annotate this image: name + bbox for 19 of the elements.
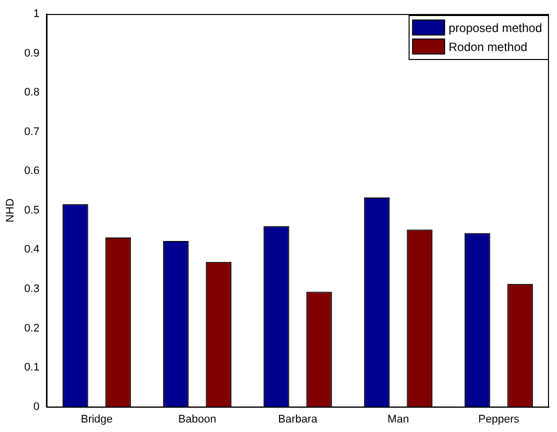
x-tick-label: Bridge bbox=[80, 413, 113, 426]
x-tick-label: Peppers bbox=[478, 413, 520, 426]
y-tick-label: 0.6 bbox=[24, 165, 40, 178]
y-tick-label: 0 bbox=[33, 400, 40, 413]
y-tick-label: 0.8 bbox=[24, 86, 40, 99]
y-tick-label: 0.4 bbox=[24, 244, 40, 256]
y-tick-label: 1 bbox=[33, 8, 40, 20]
x-tick-label: Barbara bbox=[278, 413, 318, 426]
legend-label: Rodon method bbox=[448, 40, 528, 54]
y-tick-label: 0.7 bbox=[24, 126, 40, 138]
y-tick-label: 0.1 bbox=[24, 362, 40, 374]
legend-label: proposed method bbox=[448, 20, 542, 35]
y-axis-title: NHD bbox=[4, 198, 17, 222]
x-tick-label: Baboon bbox=[178, 413, 216, 426]
y-tick-label: 0.9 bbox=[24, 47, 40, 60]
y-tick-label: 0.3 bbox=[24, 282, 40, 295]
y-tick-label: 0.5 bbox=[24, 204, 40, 216]
y-tick-label: 0.2 bbox=[24, 322, 40, 334]
x-tick-label: Man bbox=[388, 413, 409, 426]
